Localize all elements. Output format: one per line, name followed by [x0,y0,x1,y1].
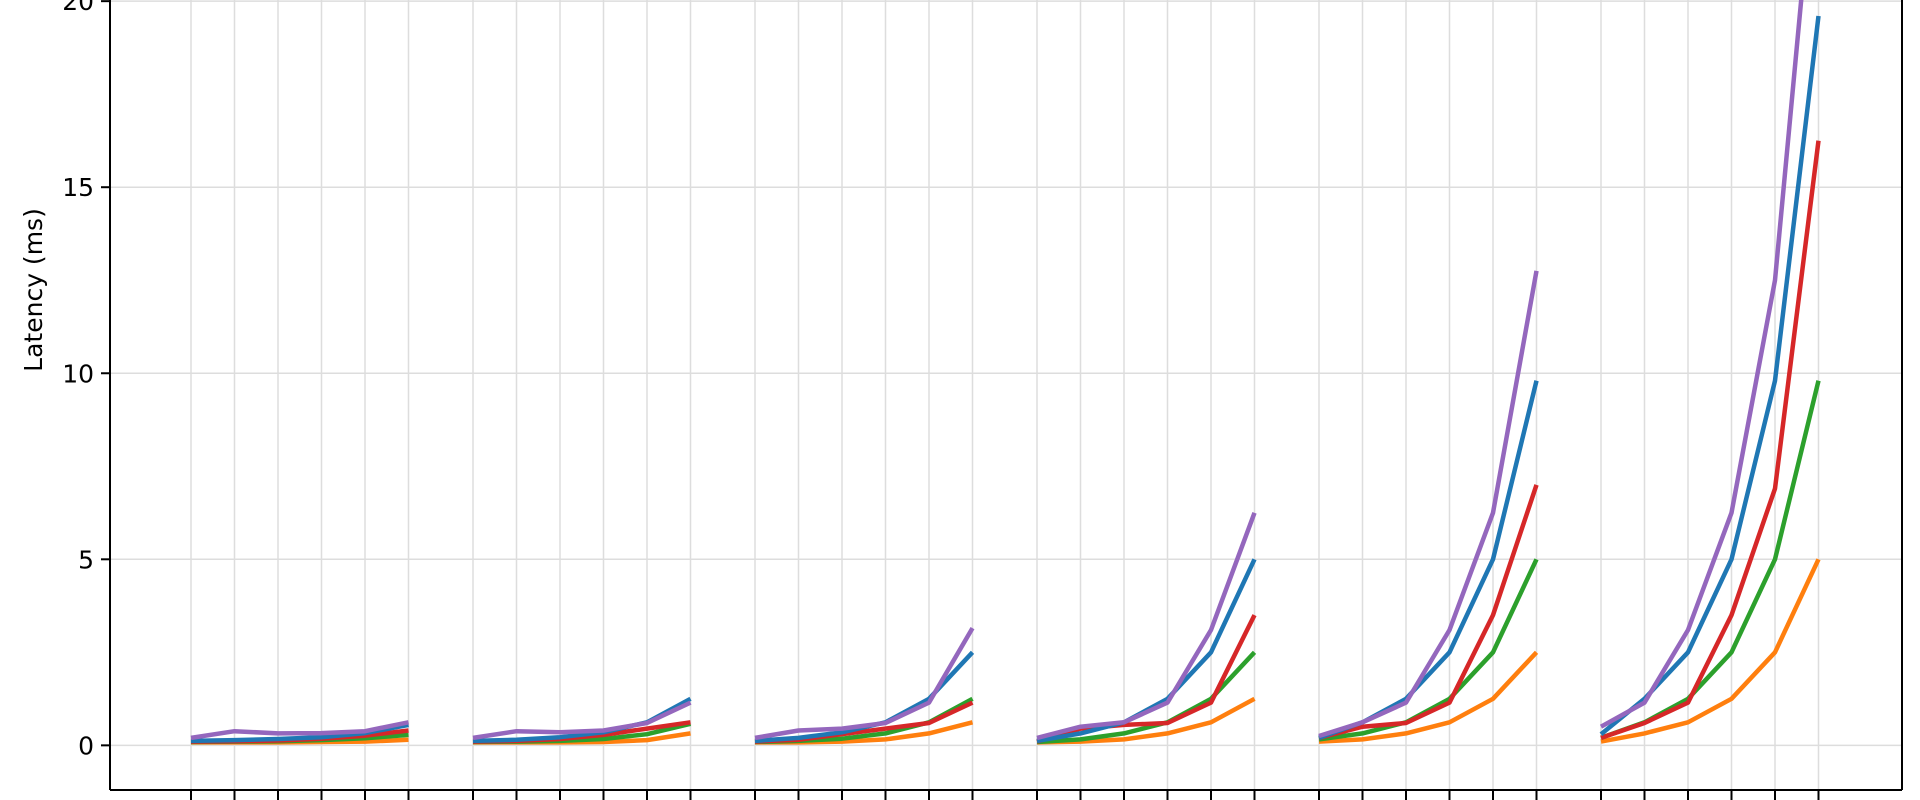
series-line [1318,484,1539,741]
y-axis-label: Latency (ms) [19,208,48,372]
y-tick-labels: 0 5 10 15 20 [62,0,94,760]
y-tick-label: 5 [78,545,94,574]
series-lines [190,0,1821,745]
series-line [1318,270,1539,739]
y-tick-label: 0 [78,731,94,760]
series-line [1599,0,1804,729]
gridlines [110,0,1902,790]
series-line [1600,558,1821,744]
series-line [754,696,974,745]
y-tick-label: 15 [62,173,94,202]
axes [101,0,1903,800]
series-line [472,700,692,741]
series-line [754,626,975,741]
series-line [1036,512,1257,741]
y-tick-label: 10 [62,359,94,388]
series-line [1600,140,1821,741]
series-line [1318,650,1539,744]
y-tick-label: 20 [62,0,94,16]
series-line [190,720,409,741]
